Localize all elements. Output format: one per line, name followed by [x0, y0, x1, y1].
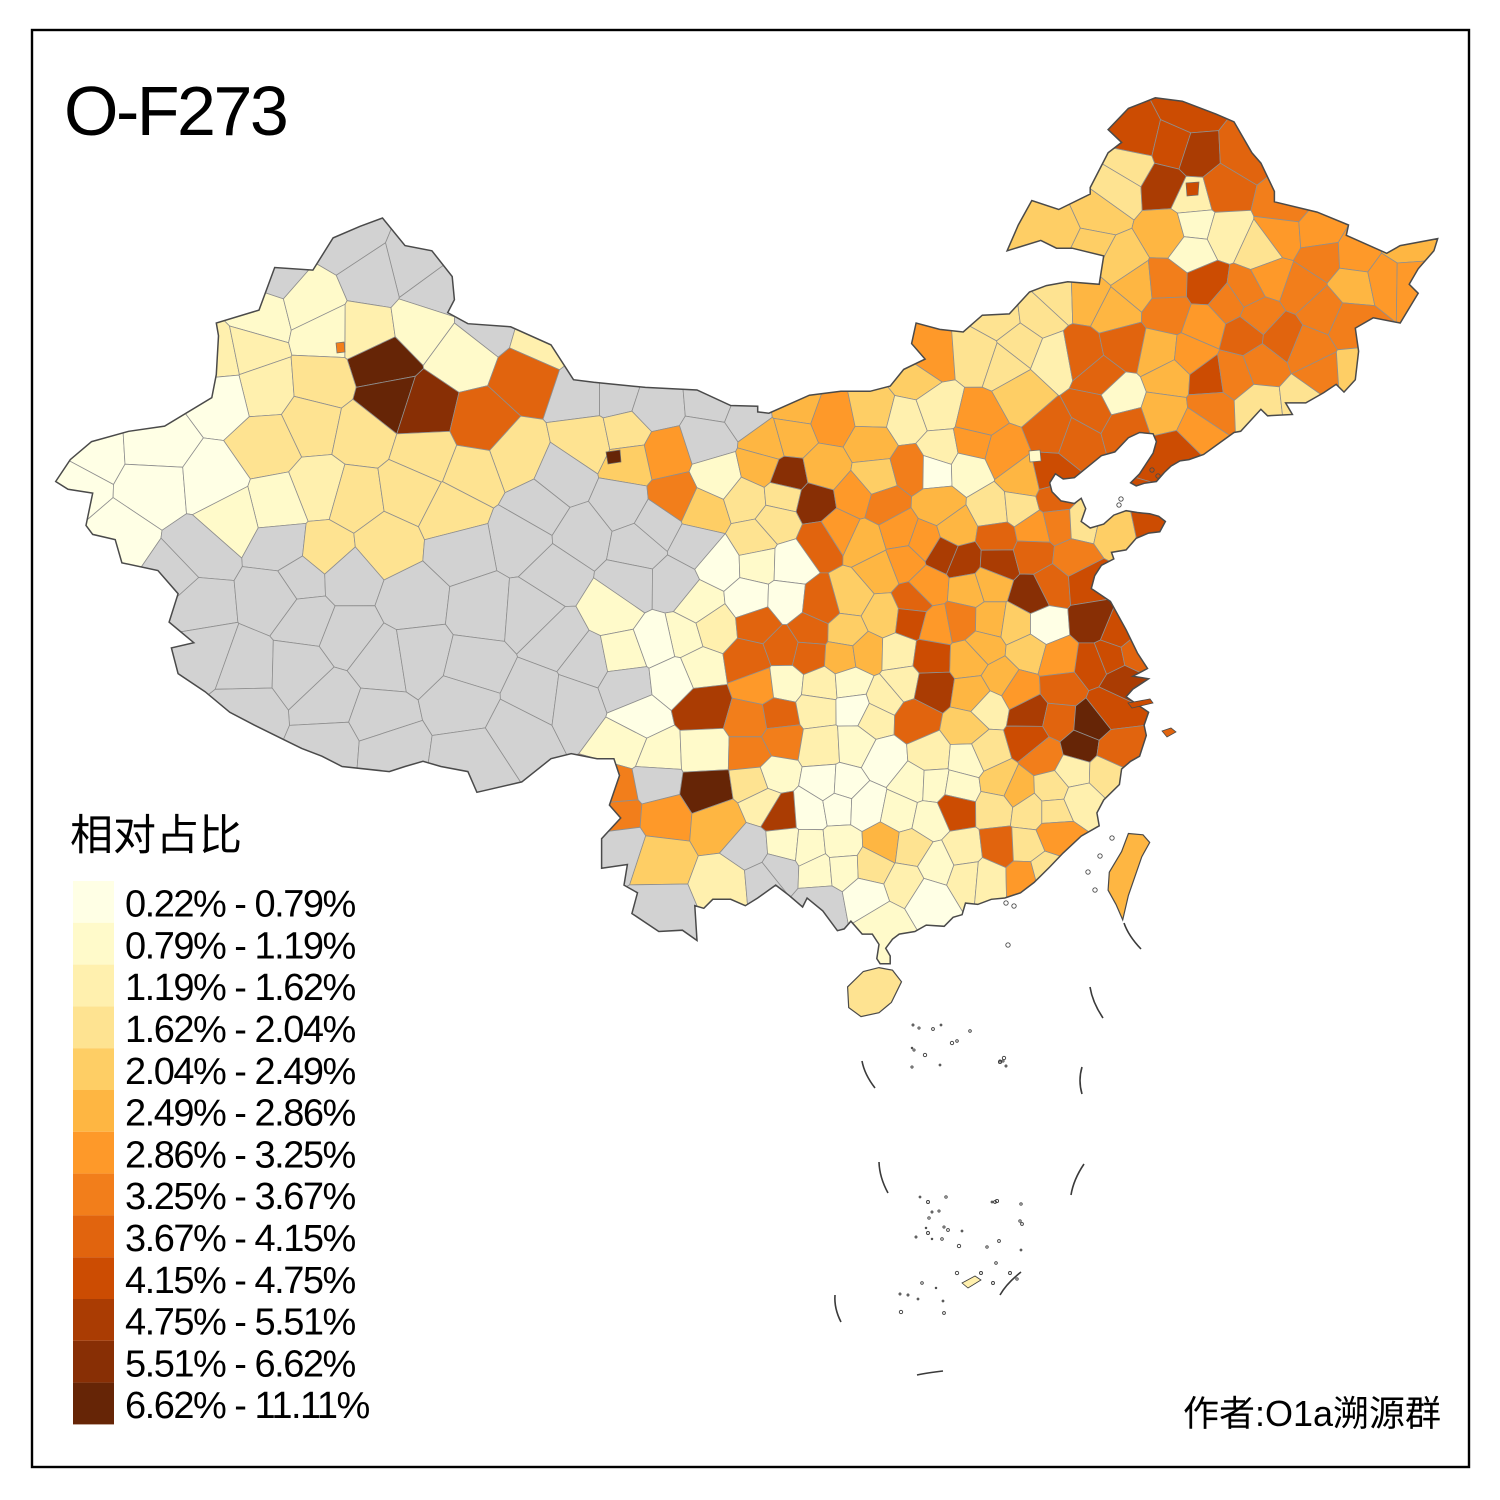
- svg-text:2.86% - 3.25%: 2.86% - 3.25%: [125, 1134, 355, 1176]
- svg-text::O1a: :O1a: [1255, 1393, 1334, 1434]
- svg-text:2.49% - 2.86%: 2.49% - 2.86%: [125, 1093, 355, 1135]
- svg-text:0.79% - 1.19%: 0.79% - 1.19%: [125, 925, 355, 967]
- svg-text:3.25% - 3.67%: 3.25% - 3.67%: [125, 1176, 355, 1218]
- svg-text:3.67% - 4.15%: 3.67% - 4.15%: [125, 1218, 355, 1260]
- svg-text:1.19% - 1.62%: 1.19% - 1.62%: [125, 967, 355, 1009]
- svg-text:O-F273: O-F273: [64, 72, 286, 150]
- svg-text:4.75% - 5.51%: 4.75% - 5.51%: [125, 1302, 355, 1344]
- svg-text:2.04% - 2.49%: 2.04% - 2.49%: [125, 1051, 355, 1093]
- svg-text:0.22% - 0.79%: 0.22% - 0.79%: [125, 884, 355, 926]
- svg-text:5.51% - 6.62%: 5.51% - 6.62%: [125, 1343, 355, 1385]
- svg-text:6.62% - 11.11%: 6.62% - 11.11%: [125, 1385, 369, 1427]
- svg-text:1.62% - 2.04%: 1.62% - 2.04%: [125, 1009, 355, 1051]
- svg-text:4.15% - 4.75%: 4.15% - 4.75%: [125, 1260, 355, 1302]
